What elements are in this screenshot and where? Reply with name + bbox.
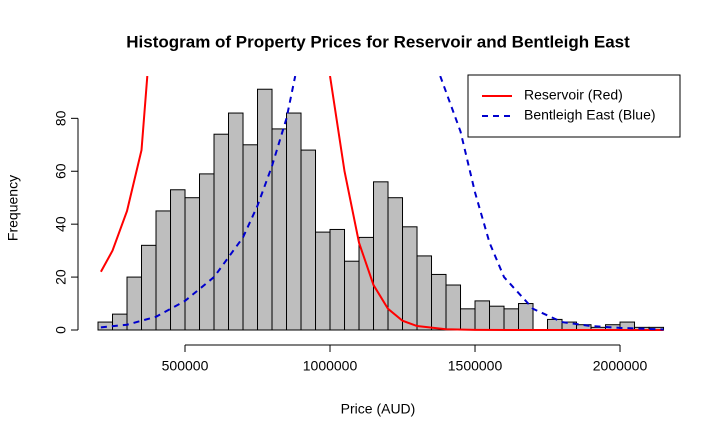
y-axis-label: Frequency — [5, 175, 21, 241]
bar — [155, 210, 172, 331]
bar — [503, 308, 520, 331]
y-tick-label: 80 — [53, 110, 69, 126]
bar — [141, 244, 157, 331]
bar — [431, 273, 447, 331]
x-tick-label: 2000000 — [593, 358, 648, 374]
bar — [271, 128, 288, 331]
bar — [518, 303, 534, 331]
y-tick-label: 60 — [53, 163, 69, 179]
y-tick-label: 20 — [53, 269, 69, 285]
bar — [199, 173, 215, 331]
bar — [242, 144, 259, 331]
bar — [344, 260, 360, 331]
bar — [170, 189, 186, 331]
bar — [300, 149, 317, 331]
bar — [257, 88, 273, 331]
bar — [474, 300, 491, 331]
bar — [329, 228, 346, 331]
x-tick-label: 1500000 — [448, 358, 503, 374]
x-axis-label: Price (AUD) — [341, 401, 416, 417]
bar — [112, 313, 128, 331]
legend-box — [467, 74, 681, 138]
bar — [547, 318, 563, 331]
legend-label: Bentleigh East (Blue) — [524, 107, 656, 123]
bar — [402, 226, 418, 331]
chart-title: Histogram of Property Prices for Reservo… — [126, 32, 630, 51]
y-tick-label: 40 — [53, 216, 69, 232]
bar — [445, 284, 462, 331]
bar — [286, 112, 302, 331]
density-line — [100, 76, 664, 331]
bar — [228, 112, 244, 331]
y-tick-label: 0 — [53, 326, 69, 334]
x-tick-label: 1000000 — [303, 358, 358, 374]
bar — [460, 308, 476, 331]
bar — [489, 305, 505, 331]
bar — [213, 133, 230, 331]
bar — [184, 197, 201, 331]
bar — [416, 255, 433, 331]
density-line — [100, 76, 664, 331]
legend-label: Reservoir (Red) — [524, 87, 623, 103]
bar — [315, 231, 331, 331]
curves — [100, 76, 664, 331]
bar — [373, 181, 389, 331]
x-tick-label: 500000 — [162, 358, 209, 374]
